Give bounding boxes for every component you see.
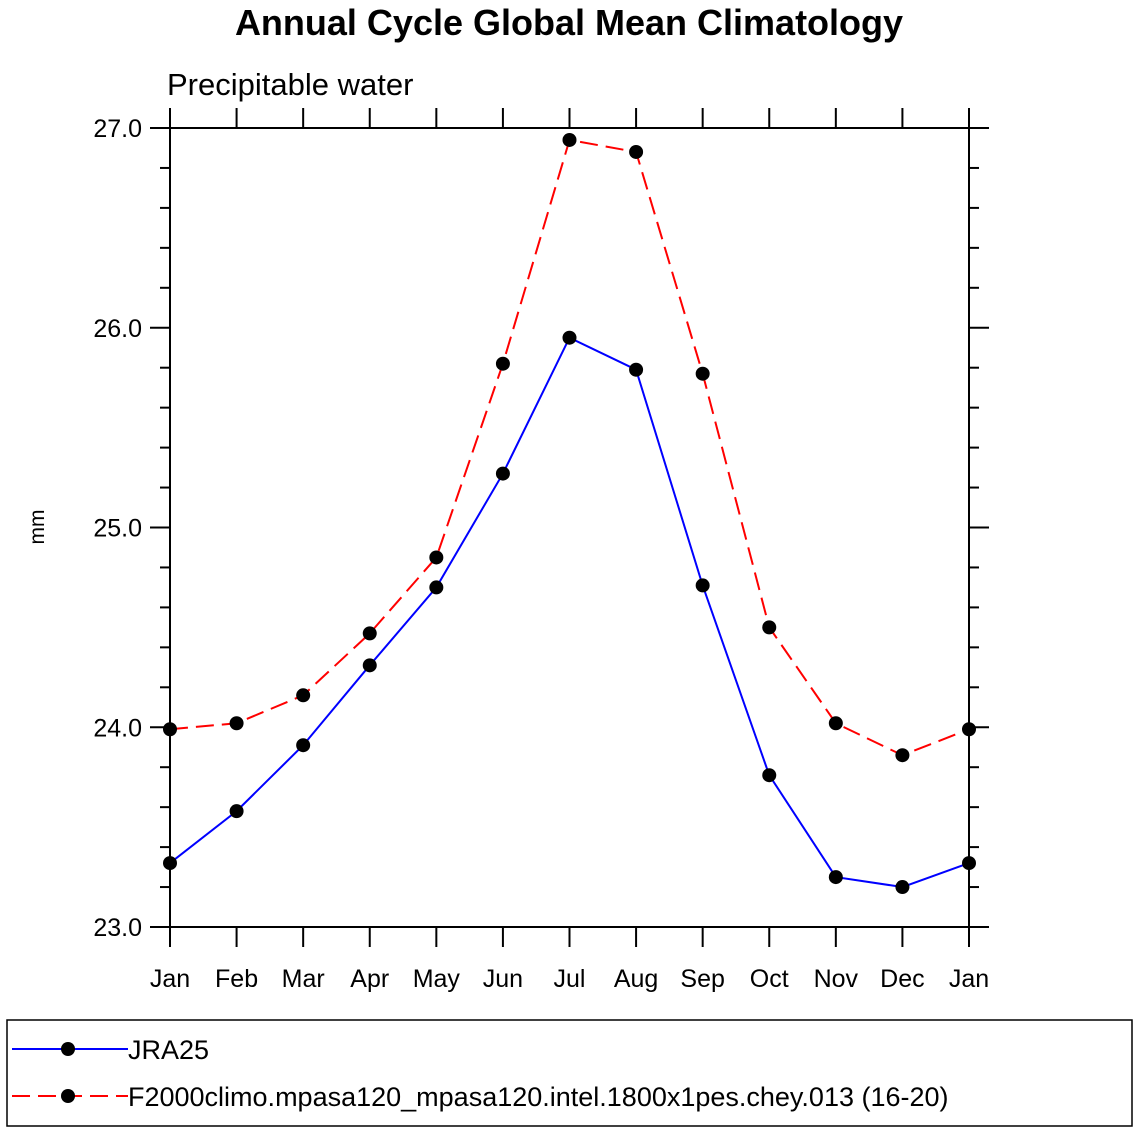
data-point [895, 880, 910, 895]
plot-axes: 23.0 24.0 25.0 26.0 27.0 Jan Feb Mar Apr May Jun Ju… [93, 108, 989, 993]
data-point [296, 688, 311, 703]
y-tick-label: 27.0 [93, 115, 142, 143]
legend-marker [61, 1089, 75, 1103]
data-point [163, 722, 177, 737]
x-tick-label: Oct [750, 965, 789, 993]
data-point [362, 658, 377, 673]
y-tick-label: 26.0 [93, 315, 142, 343]
plot-frame [169, 127, 970, 928]
series-2 [163, 132, 976, 763]
x-ticks: Jan Feb Mar Apr May Jun Jul Aug Sep Oct Nov Dec Jan [150, 108, 989, 993]
y-tick-label: 24.0 [93, 714, 142, 742]
x-tick-label: Jul [554, 965, 586, 993]
data-point [962, 722, 976, 737]
x-tick-label: Jun [483, 965, 523, 993]
legend-marker [61, 1042, 75, 1056]
data-point [629, 362, 644, 377]
legend-label: JRA25 [128, 1035, 209, 1065]
data-point [895, 748, 910, 763]
data-point [495, 356, 510, 371]
x-tick-label: Aug [614, 965, 658, 993]
data-point [695, 578, 710, 593]
data-point [562, 132, 577, 147]
data-point [762, 620, 777, 635]
chart-subtitle: Precipitable water [167, 67, 413, 102]
x-tick-label: Jan [150, 965, 190, 993]
x-tick-label: Sep [680, 965, 724, 993]
y-tick-label: 23.0 [93, 914, 142, 942]
data-point [429, 550, 444, 565]
x-tick-label: May [413, 965, 461, 993]
legend-label: F2000climo.mpasa120_mpasa120.intel.1800x… [128, 1082, 949, 1112]
series-line [169, 138, 970, 757]
x-tick-label: Dec [880, 965, 924, 993]
y-tick-label: 25.0 [93, 515, 142, 543]
chart-title: Annual Cycle Global Mean Climatology [235, 2, 903, 43]
series-1 [163, 330, 976, 895]
series-layer [163, 132, 976, 895]
data-point [762, 768, 777, 783]
data-point [429, 580, 444, 595]
data-point [629, 144, 644, 159]
data-point [962, 856, 976, 871]
data-point [296, 738, 311, 753]
legend-box [6, 1019, 1133, 1127]
data-point [562, 330, 577, 345]
data-point [828, 870, 843, 885]
x-tick-label: Jan [949, 965, 989, 993]
series-line [169, 336, 970, 889]
x-tick-label: Apr [350, 965, 389, 993]
data-point [695, 366, 710, 381]
data-point [362, 626, 377, 641]
data-point [163, 856, 177, 871]
y-axis-label: mm [26, 510, 49, 545]
x-tick-label: Mar [282, 965, 325, 993]
x-tick-label: Feb [215, 965, 258, 993]
data-point [828, 716, 843, 731]
legend: JRA25 F2000climo.mpasa120_mpasa120.intel.… [6, 1019, 1133, 1127]
data-point [229, 716, 244, 731]
data-point [229, 804, 244, 819]
x-tick-label: Nov [814, 965, 859, 993]
data-point [495, 466, 510, 481]
